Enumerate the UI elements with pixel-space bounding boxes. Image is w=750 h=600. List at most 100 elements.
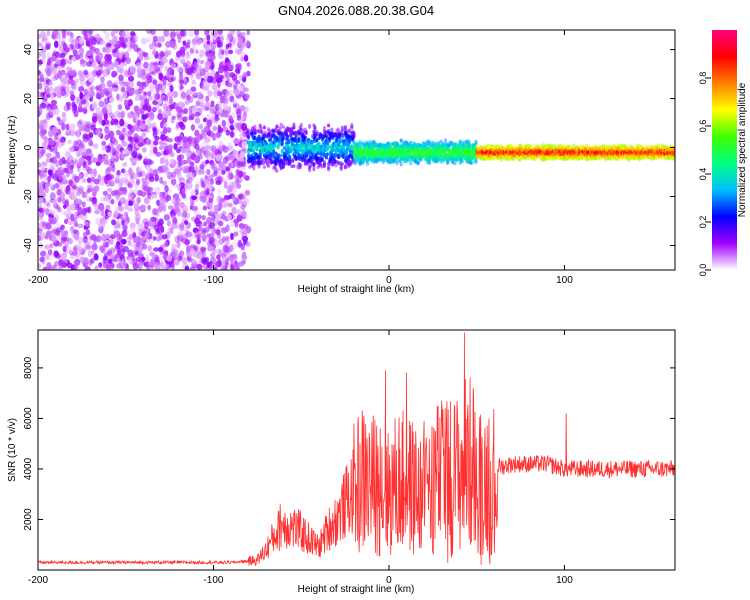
heatmap-cell [58, 47, 63, 53]
heatmap-cell [161, 122, 168, 128]
heatmap-cell [113, 189, 118, 195]
heatmap-cell [225, 236, 230, 242]
heatmap-cell [239, 50, 246, 57]
heatmap-cell [42, 206, 47, 214]
heatmap-cell [152, 208, 158, 216]
heatmap-cell [206, 60, 212, 68]
heatmap-cell [195, 180, 202, 188]
heatmap-cell [208, 237, 215, 244]
heatmap-cell [195, 72, 202, 80]
heatmap-cell [170, 76, 176, 82]
heatmap-cell [234, 48, 241, 55]
heatmap-cell [127, 123, 132, 130]
heatmap-cell [166, 220, 171, 227]
heatmap-cell [199, 163, 204, 170]
heatmap-cell [231, 206, 237, 215]
heatmap-cell [82, 106, 88, 115]
heatmap-cell [108, 64, 114, 71]
heatmap-cell [185, 245, 191, 253]
heatmap-cell [83, 33, 89, 41]
heatmap-cell [121, 57, 125, 63]
heatmap-cell [181, 237, 188, 245]
heatmap-cell [103, 119, 110, 125]
heatmap-cell [238, 75, 243, 82]
heatmap-cell [90, 90, 96, 96]
heatmap-cell [120, 168, 126, 174]
heatmap-cell [230, 258, 235, 266]
heatmap-cell [245, 41, 252, 49]
heatmap-cell [135, 62, 141, 69]
heatmap-cell [182, 40, 187, 46]
heatmap-cell [184, 64, 191, 72]
heatmap-cell [71, 101, 76, 109]
heatmap-cell [114, 150, 119, 157]
heatmap-cell [98, 202, 105, 211]
heatmap-cell [140, 123, 146, 130]
heatmap-cell [146, 37, 151, 44]
heatmap-cell [327, 166, 331, 172]
heatmap-cell [325, 152, 330, 157]
heatmap-cell [125, 32, 132, 38]
heatmap-cell [158, 62, 164, 70]
heatmap-cell [174, 257, 180, 266]
heatmap-cell [87, 130, 94, 139]
heatmap-cell [85, 148, 92, 154]
heatmap-cell [128, 200, 133, 207]
heatmap-cell [174, 235, 180, 244]
heatmap-cell [158, 218, 164, 226]
heatmap-cell [186, 39, 191, 45]
heatmap-cell [169, 158, 175, 165]
heatmap-cell [39, 197, 44, 203]
heatmap-cell [65, 123, 70, 131]
heatmap-cell [51, 226, 58, 232]
heatmap-cell [82, 160, 87, 169]
heatmap-cell [41, 56, 46, 63]
heatmap-cell [203, 226, 210, 233]
heatmap-cell [94, 209, 100, 215]
heatmap-cell [45, 157, 51, 163]
heatmap-cell [77, 206, 83, 214]
heatmap-cell [187, 96, 194, 104]
heatmap-cell [180, 85, 184, 90]
heatmap-cell [210, 62, 215, 70]
heatmap-cell [197, 38, 203, 45]
heatmap-cell [215, 239, 220, 247]
heatmap-cell [292, 126, 296, 130]
heatmap-cell [57, 266, 64, 270]
heatmap-cell [206, 187, 210, 196]
heatmap-cell [93, 65, 99, 72]
heatmap-cell [327, 123, 331, 128]
heatmap-cell [38, 71, 43, 76]
heatmap-cell [153, 146, 158, 154]
heatmap-cell [55, 252, 61, 259]
heatmap-cell [173, 168, 179, 174]
heatmap-cell [57, 133, 62, 141]
heatmap-cell [240, 56, 244, 62]
heatmap-cell [81, 74, 86, 82]
heatmap-cell [119, 197, 126, 205]
heatmap-cell [119, 111, 125, 119]
heatmap-cell [204, 44, 211, 52]
heatmap-cell [197, 54, 202, 60]
heatmap-cell [64, 151, 71, 158]
heatmap-cell [93, 253, 99, 261]
heatmap-cell [176, 65, 183, 73]
heatmap-cell [470, 161, 474, 165]
heatmap-cell [198, 123, 203, 130]
heatmap-cell [443, 138, 448, 143]
heatmap-cell [460, 158, 464, 164]
heatmap-cell [146, 53, 153, 60]
heatmap-cell [176, 121, 180, 129]
heatmap-cell [85, 244, 92, 250]
heatmap-cell [153, 140, 159, 146]
heatmap-cell [78, 150, 83, 157]
heatmap-cell [292, 122, 296, 127]
heatmap-cell [121, 230, 128, 238]
heatmap-cell [191, 205, 198, 212]
heatmap-cell [163, 103, 168, 111]
heatmap-cell [67, 58, 73, 65]
heatmap-cell [90, 257, 95, 264]
heatmap-cell [149, 84, 154, 92]
heatmap-cell [197, 233, 203, 238]
heatmap-cell [140, 72, 147, 80]
